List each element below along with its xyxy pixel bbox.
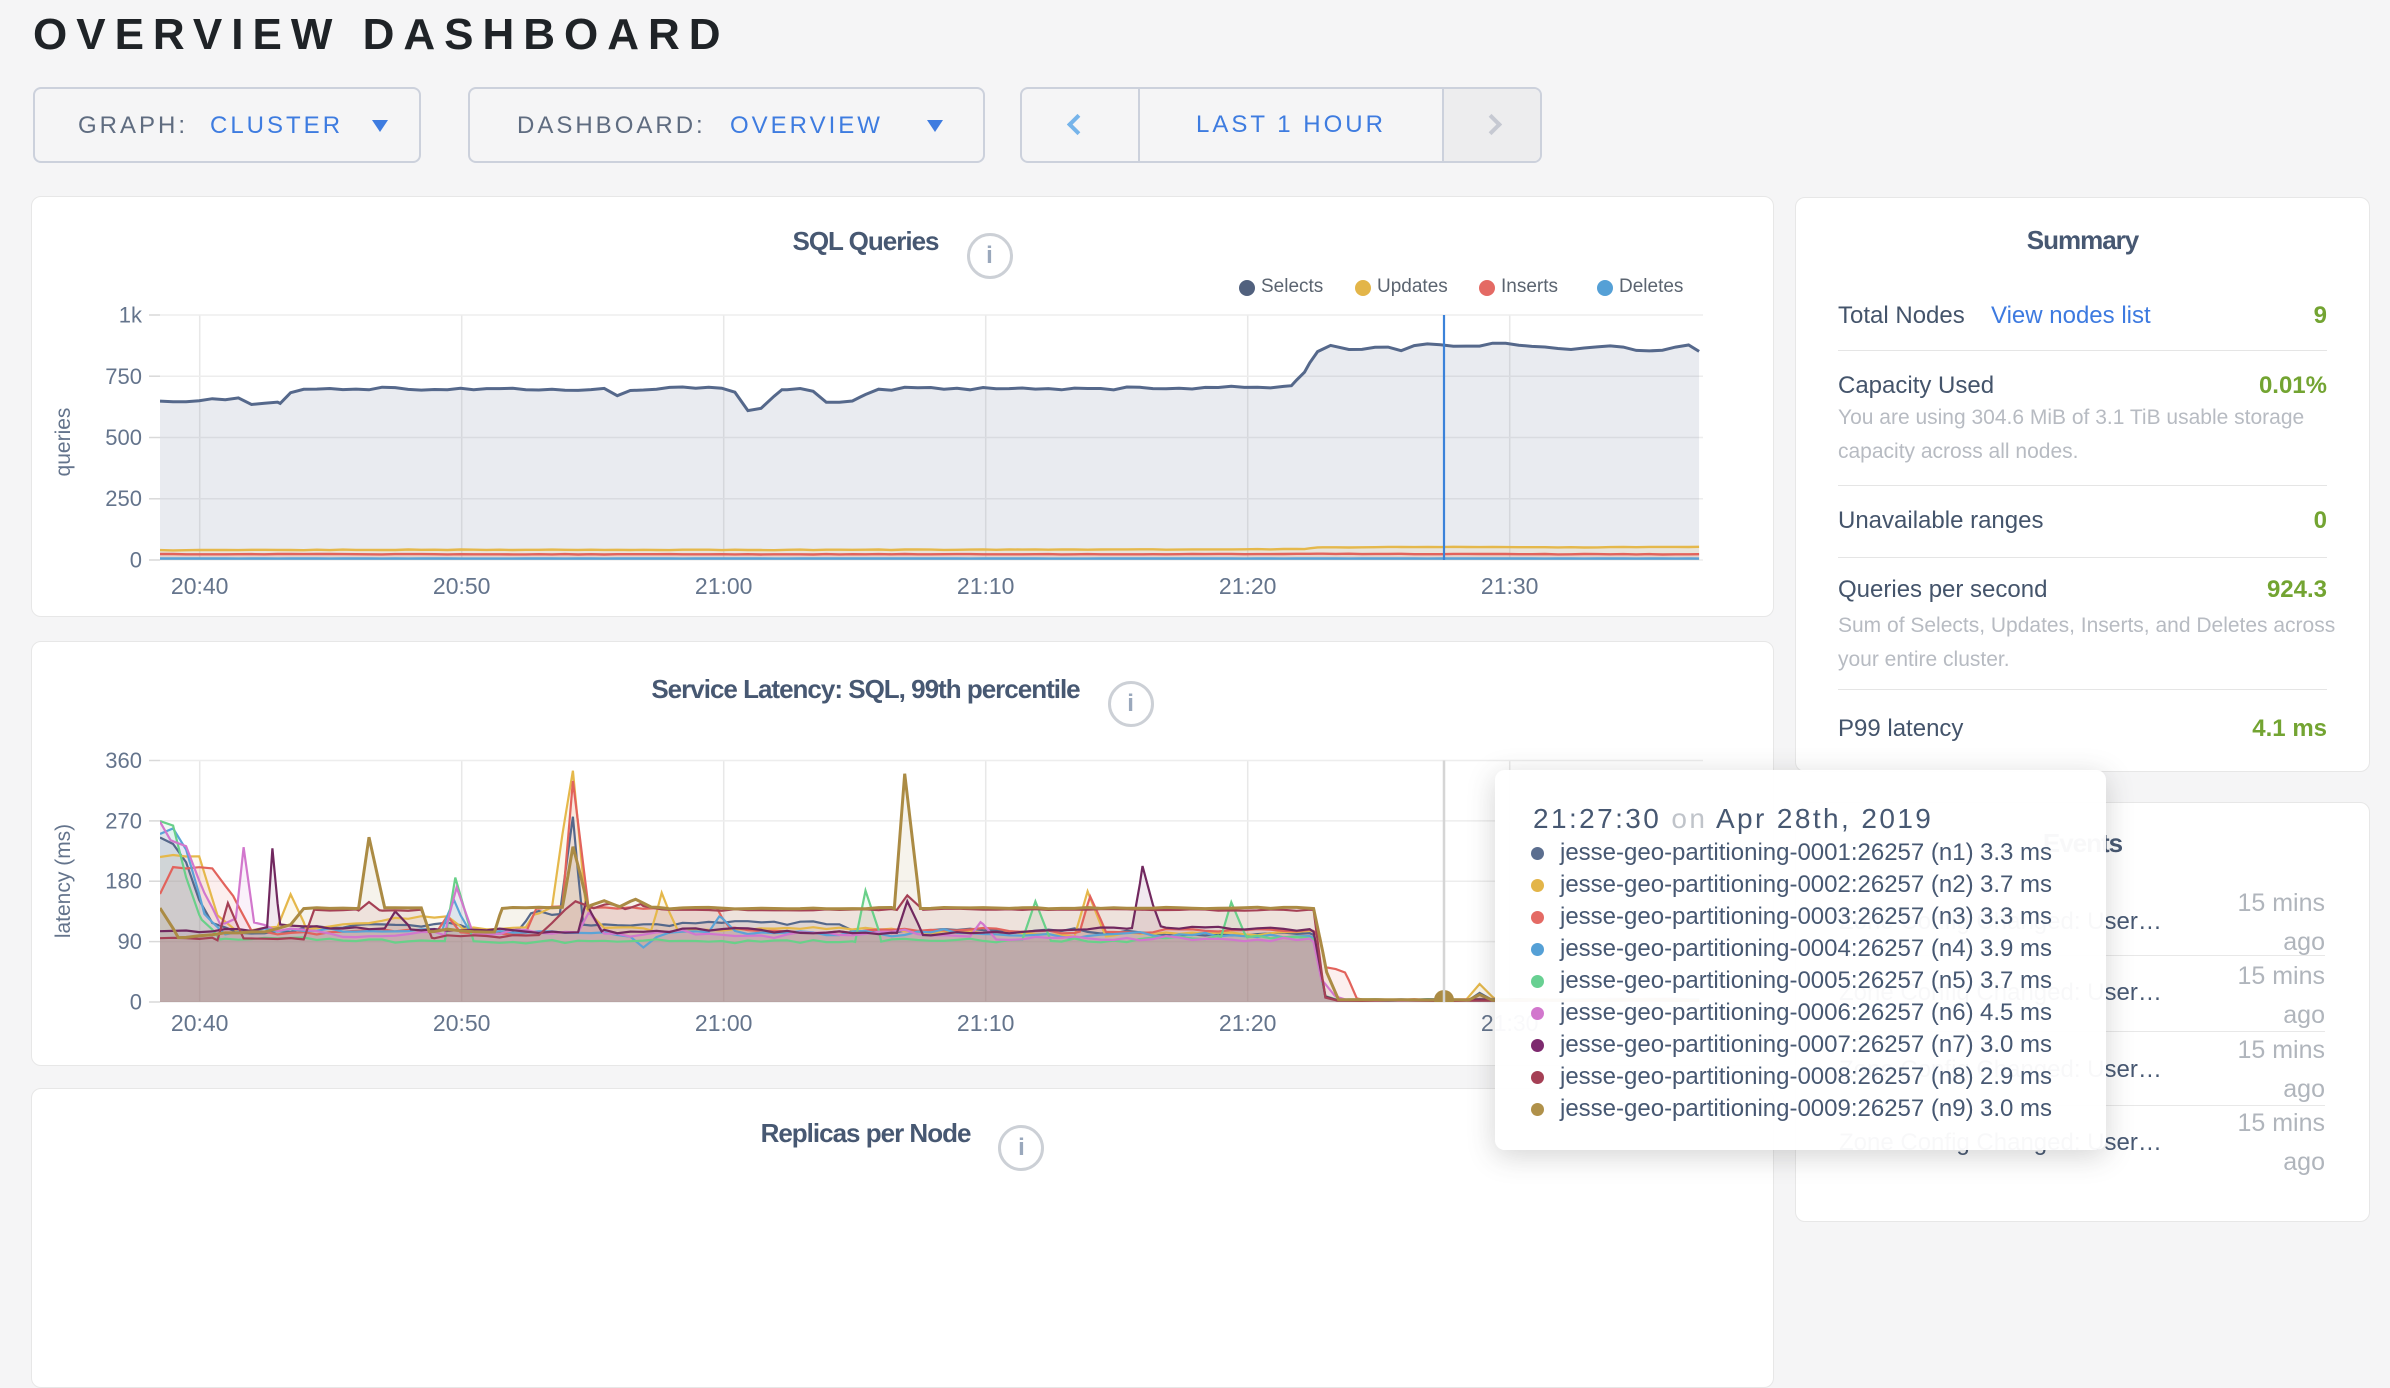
svg-text:20:50: 20:50 — [433, 1010, 491, 1036]
svg-text:20:40: 20:40 — [171, 573, 229, 599]
svg-text:queries: queries — [52, 408, 75, 477]
svg-text:1k: 1k — [119, 303, 143, 328]
svg-text:21:10: 21:10 — [957, 1010, 1015, 1036]
svg-text:21:10: 21:10 — [957, 573, 1015, 599]
svg-text:180: 180 — [105, 869, 142, 894]
svg-text:21:00: 21:00 — [695, 1010, 753, 1036]
svg-text:latency (ms): latency (ms) — [52, 824, 75, 938]
svg-text:21:20: 21:20 — [1219, 573, 1277, 599]
svg-text:500: 500 — [105, 425, 142, 450]
svg-text:0: 0 — [130, 990, 142, 1015]
svg-text:250: 250 — [105, 486, 142, 511]
svg-text:21:00: 21:00 — [695, 573, 753, 599]
svg-text:360: 360 — [105, 748, 142, 773]
svg-text:21:30: 21:30 — [1481, 573, 1539, 599]
svg-text:270: 270 — [105, 808, 142, 833]
svg-text:20:40: 20:40 — [171, 1010, 229, 1036]
svg-text:90: 90 — [118, 929, 142, 954]
svg-text:0: 0 — [130, 548, 142, 573]
svg-text:20:50: 20:50 — [433, 573, 491, 599]
svg-text:21:20: 21:20 — [1219, 1010, 1277, 1036]
svg-text:750: 750 — [105, 364, 142, 389]
